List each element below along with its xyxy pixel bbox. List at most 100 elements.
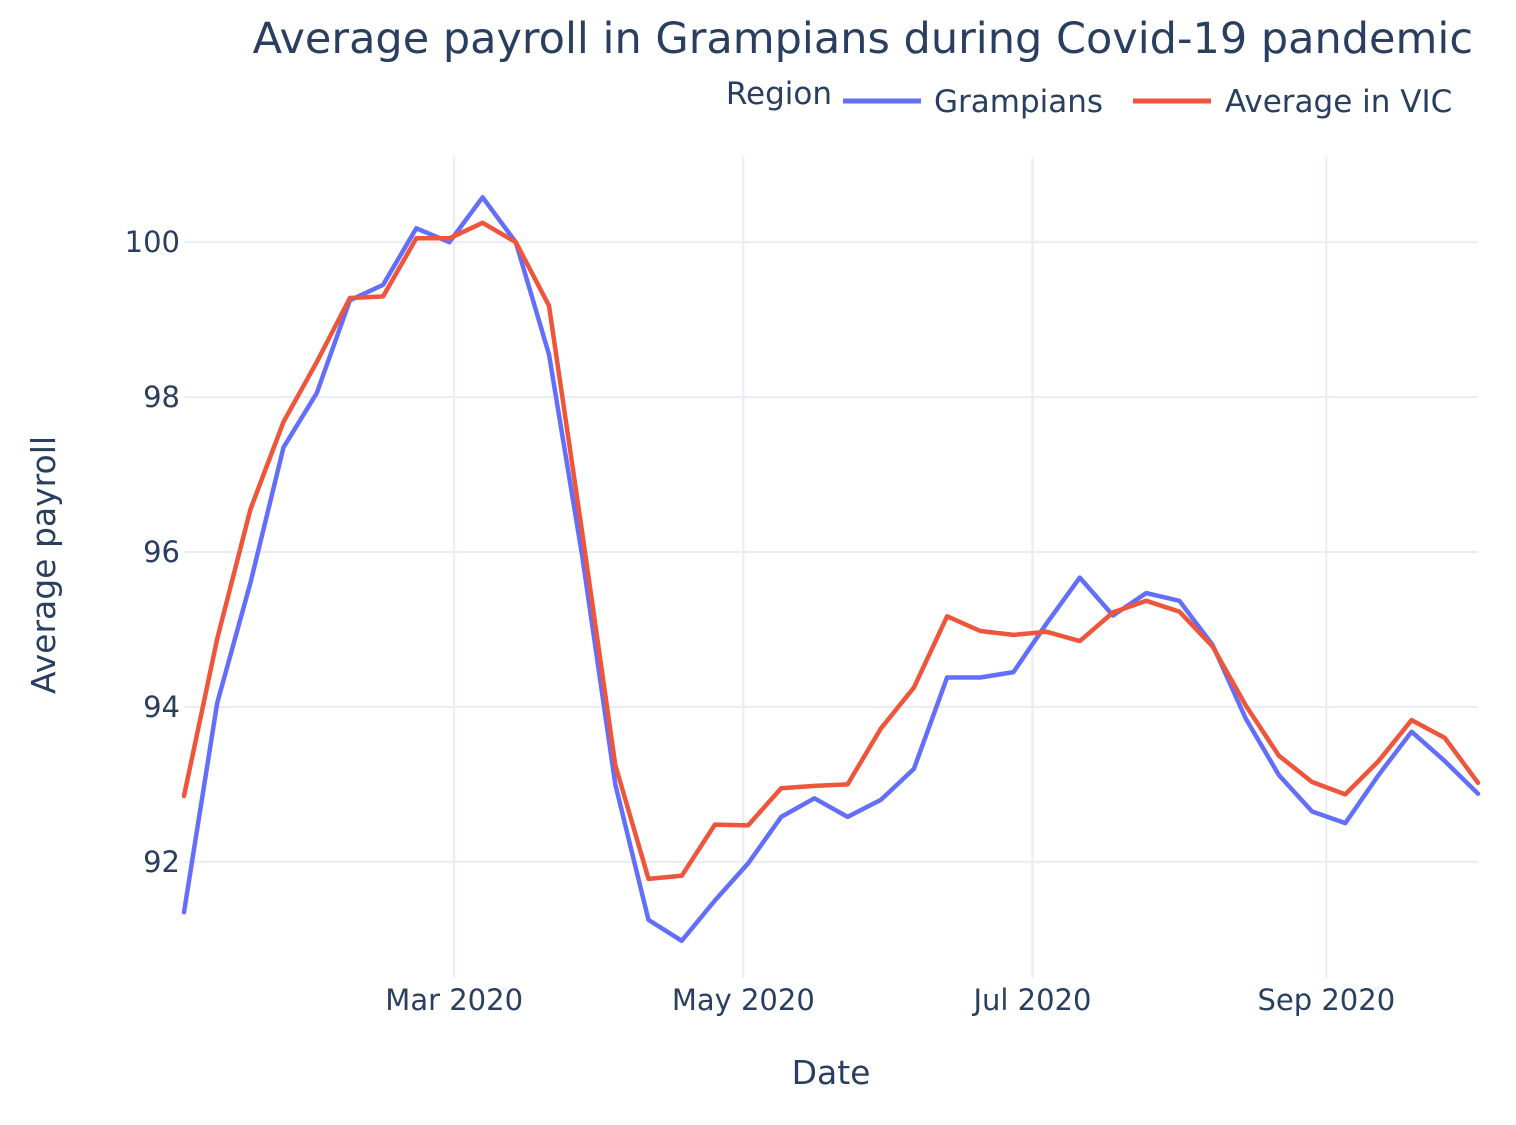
data-point-grampians[interactable] — [247, 580, 253, 586]
data-point-grampians[interactable] — [1176, 598, 1182, 604]
data-point-grampians[interactable] — [1010, 669, 1016, 675]
data-point-grampians[interactable] — [911, 766, 917, 772]
data-point-average-in-vic[interactable] — [811, 783, 817, 789]
data-point-average-in-vic[interactable] — [480, 220, 486, 226]
data-point-average-in-vic[interactable] — [413, 235, 419, 241]
data-point-average-in-vic[interactable] — [214, 636, 220, 642]
legend-item-grampians[interactable]: Grampians — [843, 84, 1103, 120]
y-tick-label-98: 98 — [143, 380, 180, 414]
x-tick-label-sep-2020: Sep 2020 — [1257, 983, 1395, 1017]
y-tick-label-96: 96 — [143, 535, 180, 569]
data-point-average-in-vic[interactable] — [181, 793, 187, 799]
data-point-average-in-vic[interactable] — [1077, 638, 1083, 644]
data-point-grampians[interactable] — [1309, 808, 1315, 814]
data-point-average-in-vic[interactable] — [1342, 791, 1348, 797]
data-point-average-in-vic[interactable] — [1409, 717, 1415, 723]
data-point-average-in-vic[interactable] — [944, 613, 950, 619]
legend-label-average-in-vic: Average in VIC — [1225, 84, 1452, 120]
y-axis-title: Average payroll — [24, 436, 63, 694]
data-point-average-in-vic[interactable] — [1143, 598, 1149, 604]
data-point-average-in-vic[interactable] — [247, 506, 253, 512]
data-point-grampians[interactable] — [1475, 791, 1481, 797]
data-point-average-in-vic[interactable] — [977, 628, 983, 634]
data-point-grampians[interactable] — [778, 814, 784, 820]
data-point-average-in-vic[interactable] — [612, 762, 618, 768]
data-point-average-in-vic[interactable] — [1276, 753, 1282, 759]
data-point-grampians[interactable] — [1276, 772, 1282, 778]
data-point-average-in-vic[interactable] — [1110, 609, 1116, 615]
gridlines — [184, 157, 1478, 978]
data-point-average-in-vic[interactable] — [513, 239, 519, 245]
data-point-grampians[interactable] — [1243, 716, 1249, 722]
x-axis-ticks: Mar 2020 May 2020 Jul 2020 Sep 2020 — [385, 983, 1395, 1017]
data-point-average-in-vic[interactable] — [380, 293, 386, 299]
data-point-average-in-vic[interactable] — [1010, 632, 1016, 638]
data-point-average-in-vic[interactable] — [1442, 735, 1448, 741]
data-point-average-in-vic[interactable] — [1243, 702, 1249, 708]
data-point-average-in-vic[interactable] — [1375, 758, 1381, 764]
data-point-average-in-vic[interactable] — [712, 822, 718, 828]
data-point-grampians[interactable] — [712, 898, 718, 904]
x-tick-label-jul-2020: Jul 2020 — [971, 983, 1091, 1017]
y-tick-label-92: 92 — [143, 845, 180, 879]
data-point-average-in-vic[interactable] — [745, 822, 751, 828]
data-point-grampians[interactable] — [181, 909, 187, 915]
data-point-grampians[interactable] — [646, 917, 652, 923]
series-grampians — [181, 194, 1481, 944]
series-line-grampians[interactable] — [181, 195, 1481, 944]
series-average-in-vic — [181, 220, 1481, 882]
data-point-average-in-vic[interactable] — [1475, 780, 1481, 786]
data-point-average-in-vic[interactable] — [446, 235, 452, 241]
data-point-grampians[interactable] — [1143, 590, 1149, 596]
data-point-average-in-vic[interactable] — [347, 295, 353, 301]
data-point-average-in-vic[interactable] — [546, 303, 552, 309]
y-axis-ticks: 92 94 96 98 100 — [125, 225, 180, 879]
data-point-average-in-vic[interactable] — [1309, 779, 1315, 785]
data-point-grampians[interactable] — [546, 352, 552, 358]
chart-title: Average payroll in Grampians during Covi… — [253, 14, 1473, 64]
data-point-grampians[interactable] — [413, 225, 419, 231]
y-tick-label-94: 94 — [143, 690, 180, 724]
x-tick-label-may-2020: May 2020 — [672, 983, 815, 1017]
data-point-grampians[interactable] — [314, 390, 320, 396]
data-point-average-in-vic[interactable] — [579, 530, 585, 536]
data-point-average-in-vic[interactable] — [679, 873, 685, 879]
data-point-grampians[interactable] — [281, 444, 287, 450]
data-point-average-in-vic[interactable] — [778, 785, 784, 791]
data-point-grampians[interactable] — [944, 674, 950, 680]
data-point-grampians[interactable] — [1077, 575, 1083, 581]
data-point-grampians[interactable] — [214, 700, 220, 706]
data-point-grampians[interactable] — [811, 795, 817, 801]
data-point-grampians[interactable] — [380, 282, 386, 288]
data-point-average-in-vic[interactable] — [646, 876, 652, 882]
series-line-average-in-vic[interactable] — [181, 220, 1481, 882]
data-point-average-in-vic[interactable] — [314, 359, 320, 365]
data-point-grampians[interactable] — [1409, 729, 1415, 735]
data-point-average-in-vic[interactable] — [1210, 644, 1216, 650]
data-point-grampians[interactable] — [480, 194, 486, 200]
data-point-average-in-vic[interactable] — [878, 726, 884, 732]
data-point-average-in-vic[interactable] — [1176, 609, 1182, 615]
data-point-grampians[interactable] — [845, 814, 851, 820]
legend-label-grampians: Grampians — [934, 84, 1103, 120]
data-point-grampians[interactable] — [1342, 820, 1348, 826]
data-point-average-in-vic[interactable] — [281, 419, 287, 425]
data-point-grampians[interactable] — [1375, 772, 1381, 778]
x-axis-title: Date — [792, 1053, 871, 1092]
data-point-grampians[interactable] — [977, 674, 983, 680]
data-point-grampians[interactable] — [1044, 620, 1050, 626]
y-tick-label-100: 100 — [125, 225, 180, 259]
data-point-average-in-vic[interactable] — [911, 685, 917, 691]
data-point-grampians[interactable] — [745, 860, 751, 866]
data-point-grampians[interactable] — [612, 781, 618, 787]
data-point-average-in-vic[interactable] — [1044, 629, 1050, 635]
data-point-grampians[interactable] — [878, 797, 884, 803]
x-tick-label-mar-2020: Mar 2020 — [385, 983, 523, 1017]
data-point-average-in-vic[interactable] — [845, 781, 851, 787]
data-point-grampians[interactable] — [1442, 758, 1448, 764]
plot-series — [181, 194, 1481, 944]
legend-item-average-in-vic[interactable]: Average in VIC — [1133, 84, 1452, 120]
data-point-grampians[interactable] — [679, 938, 685, 944]
legend-title: Region — [726, 76, 832, 112]
